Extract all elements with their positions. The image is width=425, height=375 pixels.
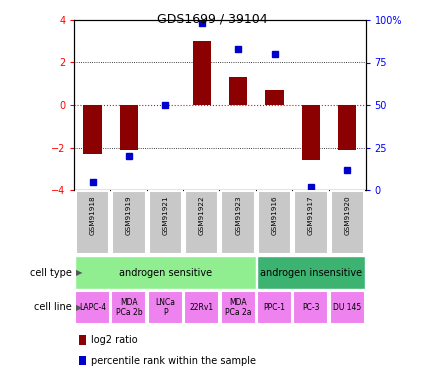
Text: 22Rv1: 22Rv1 bbox=[190, 303, 214, 312]
Bar bbox=[257, 256, 365, 289]
Text: GSM91917: GSM91917 bbox=[308, 195, 314, 235]
Bar bbox=[266, 90, 283, 105]
Text: androgen insensitive: androgen insensitive bbox=[260, 267, 362, 278]
Bar bbox=[120, 105, 138, 150]
Text: MDA
PCa 2b: MDA PCa 2b bbox=[116, 298, 142, 317]
Bar bbox=[76, 191, 109, 254]
Text: androgen sensitive: androgen sensitive bbox=[119, 267, 212, 278]
Text: GSM91922: GSM91922 bbox=[199, 195, 205, 235]
Bar bbox=[75, 256, 255, 289]
Bar bbox=[257, 291, 292, 324]
Bar bbox=[111, 291, 147, 324]
Text: log2 ratio: log2 ratio bbox=[91, 335, 137, 345]
Bar bbox=[185, 191, 218, 254]
Text: LNCa
P: LNCa P bbox=[156, 298, 176, 317]
Text: cell line: cell line bbox=[34, 303, 72, 312]
Text: GSM91923: GSM91923 bbox=[235, 195, 241, 235]
Text: GSM91916: GSM91916 bbox=[272, 195, 278, 235]
Bar bbox=[338, 105, 357, 150]
Text: DU 145: DU 145 bbox=[333, 303, 361, 312]
Text: cell type: cell type bbox=[30, 267, 72, 278]
Bar bbox=[75, 291, 110, 324]
Bar bbox=[229, 77, 247, 105]
Text: percentile rank within the sample: percentile rank within the sample bbox=[91, 356, 255, 366]
Bar bbox=[330, 291, 365, 324]
Text: ▶: ▶ bbox=[76, 268, 82, 277]
Bar bbox=[148, 291, 183, 324]
Bar bbox=[331, 191, 364, 254]
Text: GSM91921: GSM91921 bbox=[162, 195, 168, 235]
Bar bbox=[184, 291, 219, 324]
Bar bbox=[302, 105, 320, 160]
Text: ▶: ▶ bbox=[76, 303, 82, 312]
Bar bbox=[221, 191, 255, 254]
Text: MDA
PCa 2a: MDA PCa 2a bbox=[225, 298, 251, 317]
Bar bbox=[83, 105, 102, 154]
Text: GSM91919: GSM91919 bbox=[126, 195, 132, 235]
Text: PPC-1: PPC-1 bbox=[264, 303, 286, 312]
Bar bbox=[293, 291, 329, 324]
Bar bbox=[258, 191, 291, 254]
Text: GDS1699 / 39104: GDS1699 / 39104 bbox=[157, 12, 268, 25]
Text: LAPC-4: LAPC-4 bbox=[79, 303, 106, 312]
Bar bbox=[112, 191, 146, 254]
Bar bbox=[294, 191, 328, 254]
Bar bbox=[221, 291, 255, 324]
Text: GSM91918: GSM91918 bbox=[90, 195, 96, 235]
Bar bbox=[149, 191, 182, 254]
Text: GSM91920: GSM91920 bbox=[344, 195, 350, 235]
Text: PC-3: PC-3 bbox=[302, 303, 320, 312]
Bar bbox=[193, 41, 211, 105]
